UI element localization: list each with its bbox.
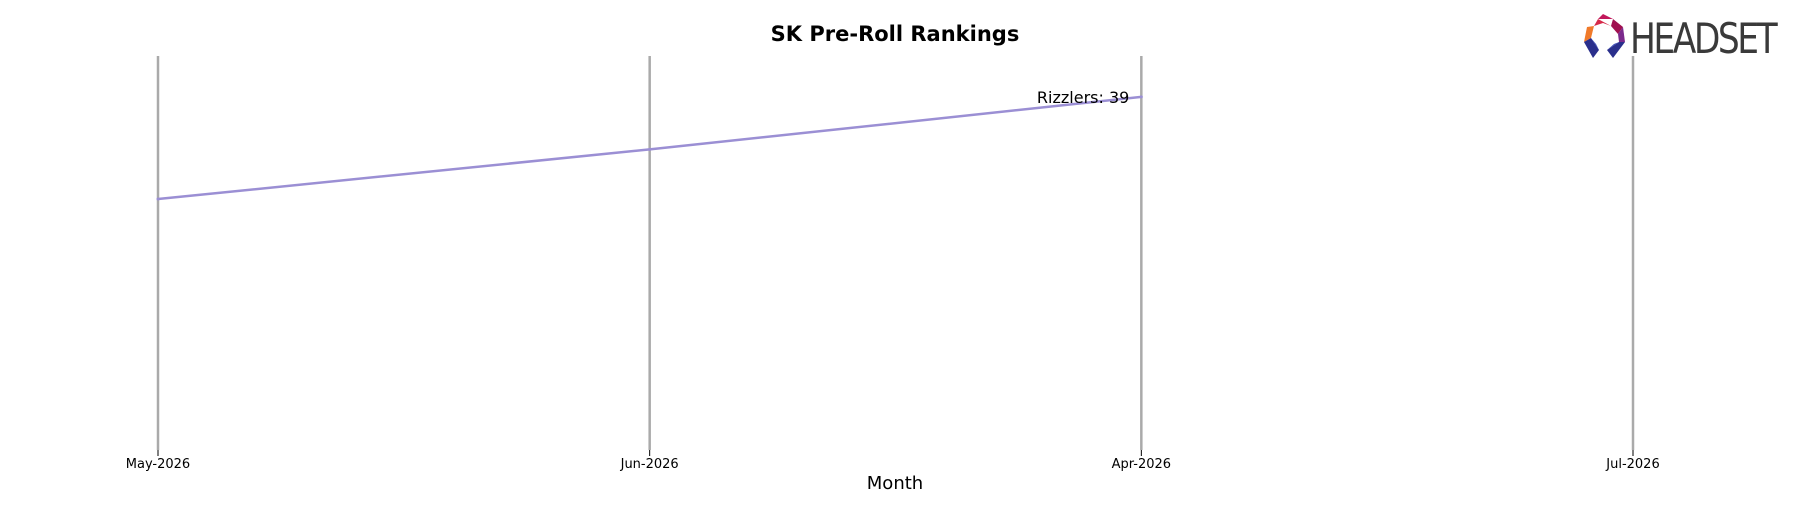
chart-title: SK Pre-Roll Rankings [770, 22, 1020, 46]
data-point [648, 147, 652, 151]
x-axis-ticks: May-2026 Jun-2026 Apr-2026 Jul-2026 [126, 450, 1660, 472]
x-tick-label: Jul-2026 [1605, 457, 1659, 472]
data-point [1139, 95, 1143, 99]
x-tick-label: Jun-2026 [620, 457, 679, 472]
vertical-grid [156, 56, 1635, 450]
x-axis-label: Month [866, 473, 924, 494]
x-tick-label: Apr-2026 [1112, 457, 1171, 472]
logo-wordmark: HEADSET [1630, 14, 1778, 63]
data-point [156, 197, 160, 201]
headset-logo: HEADSET [1578, 12, 1810, 63]
annotations: Rizzlers: 39 [1037, 88, 1129, 107]
headset-logo-icon [1584, 14, 1625, 58]
series-lines [156, 95, 1143, 201]
x-tick-label: May-2026 [126, 457, 190, 472]
data-label: Rizzlers: 39 [1037, 88, 1129, 107]
